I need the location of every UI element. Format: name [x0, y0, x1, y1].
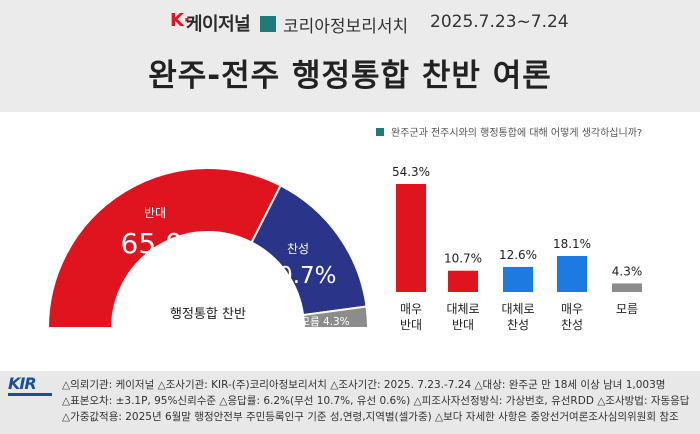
bar-category-label: 반대 [400, 318, 422, 332]
brand-name: 케이저널 [186, 14, 251, 35]
bar-category-label: 반대 [452, 318, 474, 332]
bar [612, 283, 642, 292]
bar-value-label: 18.1% [553, 237, 591, 251]
footer-line-2: △표본오차: ±3.1P, 95%신뢰수준 △응답률: 6.2%(무선 10.7… [62, 395, 690, 407]
donut-label-name: 반대 [144, 206, 166, 220]
bar-category-label: 모름 [616, 302, 638, 316]
bar [557, 256, 587, 292]
survey-question: 완주군과 전주시와의 행정통합에 대해 어떻게 생각하십니까? [391, 128, 643, 139]
kir-logo-underline [8, 393, 52, 396]
bar-category-label: 매우 [400, 302, 422, 316]
page-title: 완주-전주 행정통합 찬반 여론 [148, 58, 552, 94]
bar-category-label: 찬성 [561, 317, 583, 332]
brand-logo-mark: K· [170, 10, 190, 31]
research-company: 코리아정보리서치 [283, 17, 409, 37]
donut-label-value: 65.0% [121, 227, 210, 260]
bar [396, 184, 426, 292]
bar [503, 266, 533, 292]
question-marker-icon [376, 128, 384, 136]
footer-line-3: △가중값적용: 2025년 6월말 행정안전부 주민등록인구 기준 성,연령,지… [62, 411, 679, 423]
header-band [0, 0, 700, 112]
bar-category-label: 대체로 [501, 302, 534, 316]
bar-value-label: 12.6% [499, 248, 537, 262]
bar-category-label: 대체로 [446, 302, 479, 316]
donut-slice-2 [301, 305, 370, 329]
footer-band [0, 371, 700, 434]
bar-value-label: 10.7% [444, 252, 482, 266]
donut-label-name: 찬성 [287, 241, 309, 256]
donut-center-label: 행정통합 찬반 [170, 306, 246, 322]
donut-slice-0 [46, 167, 282, 329]
donut-label-value: 30.7% [263, 263, 336, 289]
bar [448, 270, 478, 292]
bar-category-label: 매우 [561, 302, 583, 316]
survey-period: 2025.7.23~7.24 [430, 12, 569, 32]
bar-category-label: 찬성 [507, 317, 529, 332]
bar-value-label: 54.3% [392, 165, 430, 179]
square-icon [260, 16, 276, 32]
donut-label-small: 모름 4.3% [300, 316, 349, 328]
footer-line-1: △의뢰기관: 케이저널 △조사기관: KIR-(주)코리아정보리서치 △조사기간… [62, 379, 666, 391]
kir-logo: KIR [8, 374, 37, 393]
bar-value-label: 4.3% [612, 264, 643, 278]
